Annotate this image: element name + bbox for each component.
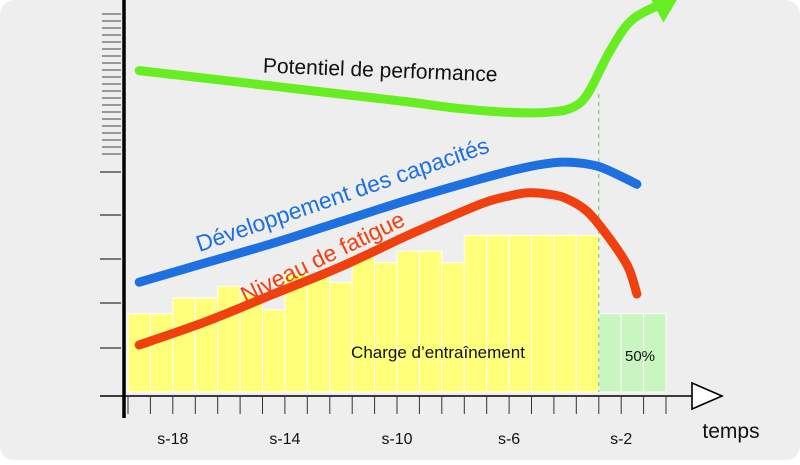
load-bar xyxy=(531,234,555,393)
load-bar xyxy=(441,262,465,393)
load-bar xyxy=(486,234,510,393)
x-tick-label: s-6 xyxy=(498,431,520,448)
load-bar xyxy=(575,234,600,393)
x-tick-label: s-10 xyxy=(381,431,412,448)
lines-layer xyxy=(134,0,677,350)
reduced-load-bar xyxy=(643,313,667,393)
performance-curve xyxy=(134,0,671,118)
load-bar xyxy=(329,281,353,393)
load-bar xyxy=(463,234,488,393)
load-bar xyxy=(553,234,577,393)
fatigue-curve xyxy=(134,188,642,350)
performance-arrowhead xyxy=(651,0,677,23)
load-bar xyxy=(194,297,219,393)
load-bar xyxy=(374,262,398,393)
capacites-curve xyxy=(134,157,642,287)
bar-series-label: Charge d’entraînement xyxy=(351,343,525,362)
reduced-load-bar xyxy=(598,313,622,393)
load-bar xyxy=(149,313,174,393)
x-tick-label: s-14 xyxy=(269,431,300,448)
load-bar xyxy=(306,273,331,393)
load-bar xyxy=(418,250,443,393)
x-axis-arrow xyxy=(691,381,725,411)
load-bar xyxy=(172,297,196,393)
load-bar xyxy=(351,254,376,393)
load-bar xyxy=(127,313,151,393)
x-tick-label: s-18 xyxy=(157,431,188,448)
load-bar xyxy=(508,234,533,393)
x-tick-label: s-2 xyxy=(610,431,632,448)
load-bar xyxy=(396,250,420,393)
reduced-load-label: 50% xyxy=(625,348,655,365)
load-bar xyxy=(217,285,241,393)
axis-layer: s-18 s-14 s-10 s-6 s-2 xyxy=(100,0,725,448)
load-bar xyxy=(262,309,286,393)
x-axis-title: temps xyxy=(702,420,759,443)
